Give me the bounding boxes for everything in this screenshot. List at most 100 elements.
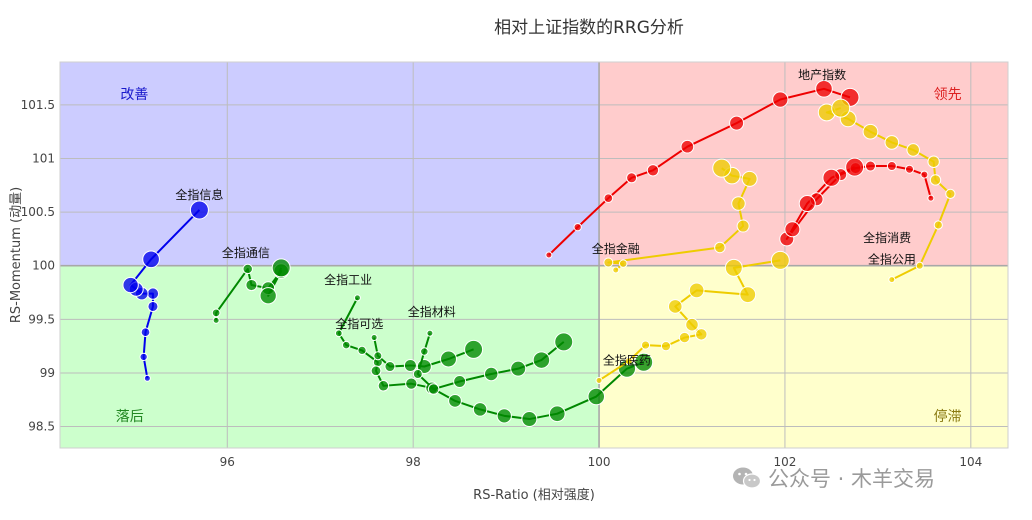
y-tick-label: 99.5 bbox=[28, 312, 55, 326]
watermark-text: 公众号 · 木羊交易 bbox=[768, 467, 936, 491]
y-tick-label: 99 bbox=[40, 366, 55, 380]
series-point bbox=[548, 405, 566, 423]
series-point bbox=[915, 261, 924, 270]
series-point bbox=[884, 135, 900, 150]
series-point bbox=[927, 155, 940, 168]
series-point bbox=[146, 287, 160, 300]
wechat-icon bbox=[733, 467, 762, 489]
series-point bbox=[521, 411, 538, 428]
series-point bbox=[929, 174, 942, 186]
series-point bbox=[736, 219, 750, 233]
series-point bbox=[334, 329, 343, 338]
series-point bbox=[427, 383, 440, 395]
series-point bbox=[772, 91, 789, 108]
series-point bbox=[603, 257, 614, 268]
series-point bbox=[587, 387, 606, 406]
series-point bbox=[147, 300, 159, 312]
series-label: 全指通信 bbox=[222, 245, 270, 260]
series-point bbox=[646, 164, 660, 177]
series-point bbox=[384, 361, 396, 373]
series-point bbox=[259, 287, 277, 305]
series-line-5 bbox=[548, 87, 851, 256]
series-point bbox=[688, 282, 705, 299]
series-point bbox=[739, 286, 757, 304]
series-point bbox=[545, 251, 553, 259]
series-point bbox=[640, 340, 651, 350]
series-point bbox=[554, 332, 574, 352]
series-point bbox=[864, 160, 876, 172]
quadrant-label: 领先 bbox=[934, 87, 962, 103]
series-point bbox=[729, 115, 745, 131]
quadrant-label: 改善 bbox=[120, 87, 148, 103]
series-point bbox=[603, 193, 614, 204]
series-point bbox=[741, 170, 758, 187]
series-label: 地产指数 bbox=[798, 67, 846, 82]
series-point bbox=[712, 158, 732, 178]
y-tick-label: 100 bbox=[32, 259, 55, 273]
series-point bbox=[831, 98, 851, 118]
series-point bbox=[678, 331, 691, 344]
series-point bbox=[714, 241, 726, 254]
x-tick-label: 102 bbox=[773, 455, 796, 469]
series-point bbox=[342, 340, 351, 350]
series-point bbox=[142, 250, 160, 269]
series-point bbox=[189, 200, 209, 220]
series-point bbox=[420, 347, 429, 356]
series-point bbox=[405, 377, 418, 390]
series-point bbox=[731, 196, 746, 211]
series-point bbox=[798, 195, 816, 213]
series-point bbox=[770, 250, 790, 270]
series-point bbox=[784, 221, 801, 238]
series-point bbox=[464, 339, 484, 359]
series-point bbox=[626, 172, 638, 184]
plot-area: 96 98 100 102 104 98.5 99 99.5 100 100.5 101 101.5 改… bbox=[21, 61, 1009, 469]
series-point bbox=[242, 263, 253, 275]
y-tick-label: 98.5 bbox=[28, 420, 55, 434]
series-label: 全指医药 bbox=[603, 352, 651, 367]
series-point bbox=[612, 266, 620, 274]
series-label: 全指信息 bbox=[175, 187, 223, 202]
series-point bbox=[271, 258, 291, 278]
series-point bbox=[472, 402, 488, 417]
series-point bbox=[139, 352, 148, 362]
series-point bbox=[245, 278, 258, 292]
series-point bbox=[412, 369, 423, 380]
y-tick-label: 101.5 bbox=[21, 98, 55, 112]
series-point bbox=[822, 168, 841, 187]
series-point bbox=[370, 365, 382, 377]
series-label: 全指公用 bbox=[868, 252, 916, 267]
series-label: 全指材料 bbox=[408, 304, 456, 319]
series-point bbox=[403, 358, 417, 372]
series-point bbox=[685, 317, 699, 332]
series-point bbox=[724, 258, 743, 277]
series-point bbox=[573, 222, 582, 232]
series-point bbox=[357, 345, 367, 356]
series-point bbox=[862, 123, 879, 140]
y-tick-label: 101 bbox=[32, 152, 55, 166]
series-point bbox=[680, 139, 695, 154]
series-point bbox=[377, 380, 390, 392]
series-point bbox=[453, 375, 467, 389]
series-point bbox=[624, 357, 633, 366]
quadrant-label: 落后 bbox=[116, 409, 144, 425]
x-tick-label: 98 bbox=[406, 455, 421, 469]
series-point bbox=[904, 164, 914, 174]
series-label: 全指金融 bbox=[592, 241, 640, 256]
series-point bbox=[439, 350, 457, 368]
series-point bbox=[667, 299, 683, 314]
series-point bbox=[510, 360, 527, 377]
series-point bbox=[122, 276, 139, 294]
series-point bbox=[353, 294, 361, 302]
series-point bbox=[140, 327, 151, 338]
series-point bbox=[595, 376, 603, 384]
quadrant-bg-1 bbox=[599, 62, 1008, 266]
chart-title: 相对上证指数的RRG分析 bbox=[494, 18, 684, 38]
series-point bbox=[695, 328, 708, 341]
series-point bbox=[815, 79, 833, 98]
series-point bbox=[143, 374, 151, 382]
series-point bbox=[945, 188, 956, 200]
x-axis-title: RS-Ratio (相对强度) bbox=[473, 487, 595, 503]
series-point bbox=[448, 393, 462, 408]
series-label: 全指可选 bbox=[335, 316, 383, 331]
